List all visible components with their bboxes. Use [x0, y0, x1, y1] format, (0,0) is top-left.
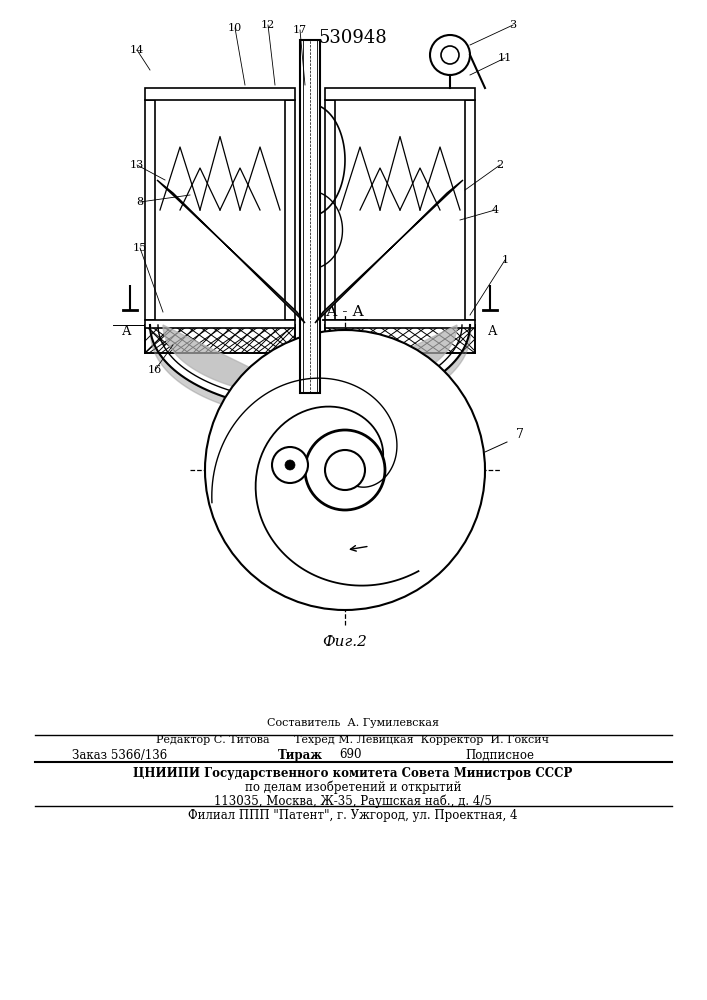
Text: 2: 2 — [496, 160, 503, 170]
Bar — [335, 100, 465, 320]
Text: 113035, Москва, Ж-35, Раушская наб., д. 4/5: 113035, Москва, Ж-35, Раушская наб., д. … — [214, 794, 492, 808]
Text: А: А — [489, 325, 498, 338]
Text: 13: 13 — [130, 160, 144, 170]
Text: А: А — [122, 325, 132, 338]
Bar — [325, 88, 475, 100]
Bar — [285, 100, 295, 320]
Circle shape — [441, 46, 459, 64]
Text: 15: 15 — [133, 243, 147, 253]
Bar — [465, 100, 475, 320]
Bar — [325, 325, 475, 353]
Circle shape — [430, 35, 470, 75]
Polygon shape — [163, 325, 310, 397]
Text: 8: 8 — [136, 197, 144, 207]
Text: Фиг.1: Фиг.1 — [288, 394, 332, 408]
Text: 11: 11 — [498, 53, 512, 63]
Circle shape — [305, 430, 385, 510]
Polygon shape — [315, 180, 463, 323]
Bar — [145, 320, 295, 328]
Text: 690: 690 — [339, 748, 361, 762]
Text: 17: 17 — [293, 25, 307, 35]
Text: 16: 16 — [148, 365, 162, 375]
Text: 7: 7 — [516, 428, 524, 442]
Polygon shape — [157, 180, 305, 323]
Text: Составитель  А. Гумилевская: Составитель А. Гумилевская — [267, 718, 439, 728]
Text: по делам изобретений и открытий: по делам изобретений и открытий — [245, 780, 461, 794]
Text: Редактор С. Титова       Техред М. Левицкая  Корректор  И. Гоксич: Редактор С. Титова Техред М. Левицкая Ко… — [156, 735, 549, 745]
Text: 14: 14 — [130, 45, 144, 55]
Circle shape — [325, 450, 365, 490]
Text: 9: 9 — [254, 424, 262, 436]
Text: 5: 5 — [253, 524, 261, 536]
Circle shape — [205, 330, 485, 610]
Text: 4: 4 — [491, 205, 498, 215]
Bar — [145, 325, 295, 353]
Text: Фиг.2: Фиг.2 — [322, 635, 368, 649]
Bar — [325, 100, 335, 320]
Text: Подписное: Подписное — [465, 748, 534, 762]
Bar — [145, 100, 155, 320]
Polygon shape — [310, 325, 457, 397]
Text: 1: 1 — [501, 255, 508, 265]
Bar — [325, 320, 475, 328]
Text: Заказ 5366/136: Заказ 5366/136 — [72, 748, 168, 762]
Text: 530948: 530948 — [319, 29, 387, 47]
Bar — [145, 88, 295, 100]
Bar — [155, 100, 295, 320]
Text: А - А: А - А — [326, 305, 364, 319]
Bar — [300, 40, 320, 393]
Text: 3: 3 — [510, 20, 517, 30]
Text: 12: 12 — [261, 20, 275, 30]
Text: ЦНИИПИ Государственного комитета Совета Министров СССР: ЦНИИПИ Государственного комитета Совета … — [134, 766, 573, 780]
Text: Филиал ППП "Патент", г. Ужгород, ул. Проектная, 4: Филиал ППП "Патент", г. Ужгород, ул. Про… — [188, 810, 518, 822]
Circle shape — [272, 447, 308, 483]
Text: 6: 6 — [411, 458, 419, 472]
Text: 10: 10 — [228, 23, 242, 33]
Text: Тираж: Тираж — [278, 748, 322, 762]
Circle shape — [285, 460, 295, 470]
